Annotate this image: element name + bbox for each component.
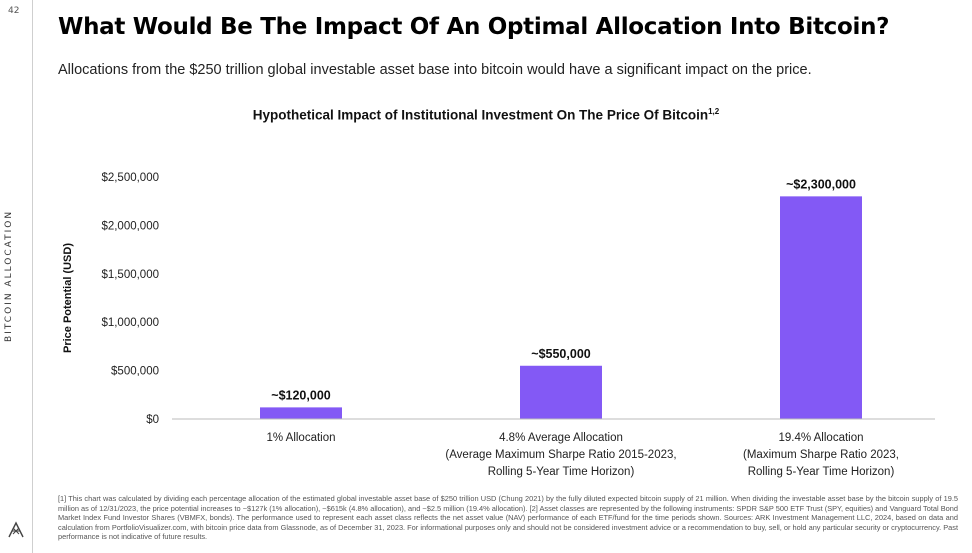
x-category-label: (Average Maximum Sharpe Ratio 2015-2023, [445, 449, 676, 461]
page-number: 42 [8, 6, 20, 16]
x-category-label: 4.8% Average Allocation [499, 432, 623, 444]
y-axis-label: Price Potential (USD) [62, 243, 74, 353]
chart-title: Hypothetical Impact of Institutional Inv… [0, 107, 972, 123]
bar-chart: Price Potential (USD) $0 $500,000 $1,000,00… [62, 172, 935, 478]
y-tick-label: $2,000,000 [101, 220, 159, 232]
ark-logo-icon [8, 521, 24, 538]
sidebar-divider [32, 0, 33, 553]
page-title: What Would Be The Impact Of An Optimal A… [58, 14, 890, 40]
data-label: ~$120,000 [271, 388, 330, 402]
x-category-label: Rolling 5-Year Time Horizon) [748, 466, 895, 478]
footnote: [1] This chart was calculated by dividin… [58, 494, 958, 542]
page-subtitle: Allocations from the $250 trillion globa… [58, 62, 812, 78]
x-category-label: 1% Allocation [266, 432, 335, 444]
x-category-label: (Maximum Sharpe Ratio 2023, [743, 449, 899, 461]
y-tick-label: $1,500,000 [101, 269, 159, 281]
bar [520, 365, 602, 419]
chart-title-superscript: 1,2 [708, 107, 720, 116]
y-tick-label: $0 [146, 414, 159, 426]
bar [780, 196, 862, 419]
bar [260, 407, 342, 419]
y-tick-label: $1,000,000 [101, 317, 159, 329]
chart-title-text: Hypothetical Impact of Institutional Inv… [252, 107, 709, 123]
y-tick-label: $2,500,000 [101, 172, 159, 184]
data-label: ~$2,300,000 [786, 177, 856, 191]
y-tick-label: $500,000 [111, 366, 159, 378]
x-category-label: 19.4% Allocation [778, 432, 863, 444]
data-label: ~$550,000 [531, 347, 590, 361]
x-category-label: Rolling 5-Year Time Horizon) [488, 466, 635, 478]
